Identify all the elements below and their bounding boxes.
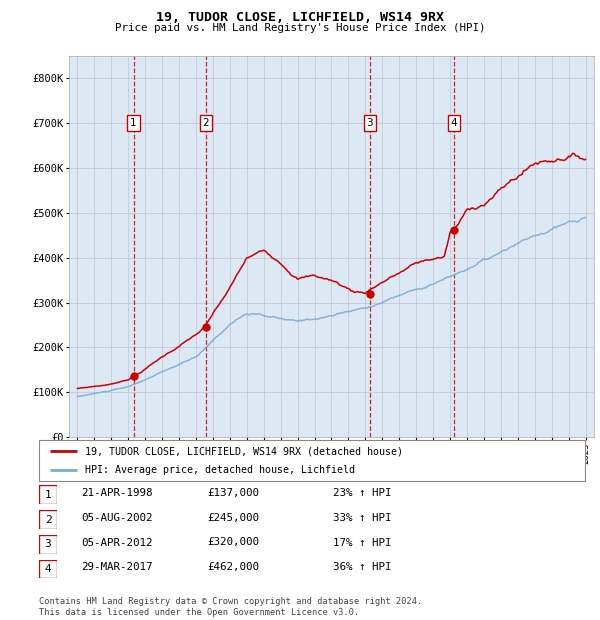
Text: 05-AUG-2002: 05-AUG-2002 bbox=[81, 513, 152, 523]
Text: HPI: Average price, detached house, Lichfield: HPI: Average price, detached house, Lich… bbox=[85, 466, 355, 476]
FancyBboxPatch shape bbox=[39, 485, 57, 504]
Text: £137,000: £137,000 bbox=[207, 488, 259, 498]
Text: 1: 1 bbox=[130, 118, 137, 128]
Text: 33% ↑ HPI: 33% ↑ HPI bbox=[333, 513, 392, 523]
Text: 19, TUDOR CLOSE, LICHFIELD, WS14 9RX: 19, TUDOR CLOSE, LICHFIELD, WS14 9RX bbox=[156, 11, 444, 24]
Text: 3: 3 bbox=[44, 539, 52, 549]
Text: 36% ↑ HPI: 36% ↑ HPI bbox=[333, 562, 392, 572]
Text: Contains HM Land Registry data © Crown copyright and database right 2024.
This d: Contains HM Land Registry data © Crown c… bbox=[39, 598, 422, 617]
Text: £245,000: £245,000 bbox=[207, 513, 259, 523]
Text: 29-MAR-2017: 29-MAR-2017 bbox=[81, 562, 152, 572]
Text: Price paid vs. HM Land Registry's House Price Index (HPI): Price paid vs. HM Land Registry's House … bbox=[115, 23, 485, 33]
Text: 23% ↑ HPI: 23% ↑ HPI bbox=[333, 488, 392, 498]
Text: £320,000: £320,000 bbox=[207, 538, 259, 547]
Text: 21-APR-1998: 21-APR-1998 bbox=[81, 488, 152, 498]
Text: 05-APR-2012: 05-APR-2012 bbox=[81, 538, 152, 547]
Text: 4: 4 bbox=[44, 564, 52, 574]
FancyBboxPatch shape bbox=[39, 510, 57, 529]
FancyBboxPatch shape bbox=[39, 440, 585, 480]
Text: 3: 3 bbox=[367, 118, 373, 128]
Text: 1: 1 bbox=[44, 490, 52, 500]
Text: 17% ↑ HPI: 17% ↑ HPI bbox=[333, 538, 392, 547]
Text: 19, TUDOR CLOSE, LICHFIELD, WS14 9RX (detached house): 19, TUDOR CLOSE, LICHFIELD, WS14 9RX (de… bbox=[85, 446, 403, 456]
Text: 2: 2 bbox=[44, 515, 52, 525]
Text: £462,000: £462,000 bbox=[207, 562, 259, 572]
Text: 2: 2 bbox=[203, 118, 209, 128]
Text: 4: 4 bbox=[451, 118, 457, 128]
FancyBboxPatch shape bbox=[39, 560, 57, 578]
FancyBboxPatch shape bbox=[39, 535, 57, 554]
